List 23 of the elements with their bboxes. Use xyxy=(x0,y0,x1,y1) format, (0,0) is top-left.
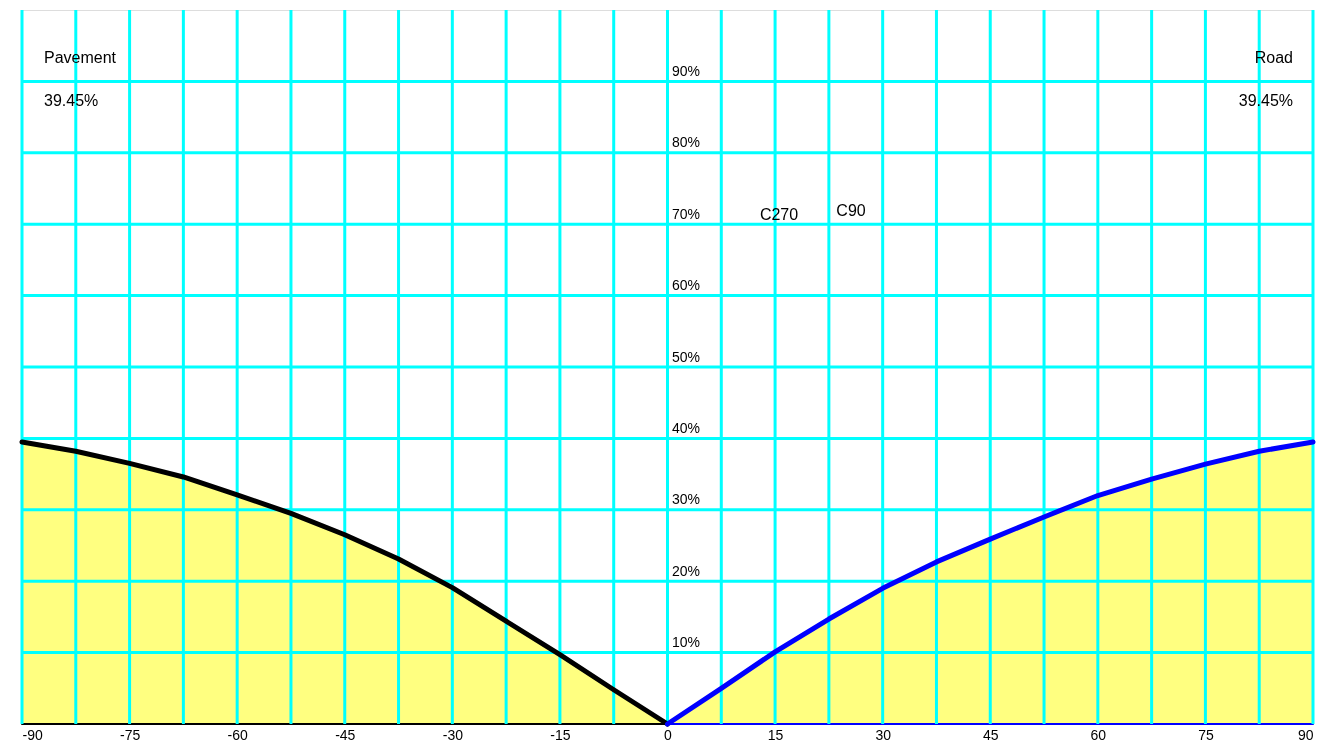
y-tick-label: 10% xyxy=(672,634,701,651)
x-tick-label: -60 xyxy=(227,726,248,743)
x-tick-label: 75 xyxy=(1198,726,1214,743)
annotation: C90 xyxy=(836,202,866,219)
x-tick-label: -90 xyxy=(22,726,43,743)
x-tick-label: 30 xyxy=(875,726,892,743)
y-tick-label: 90% xyxy=(672,62,701,79)
x-tick-label: -75 xyxy=(119,726,141,743)
x-tick-label: 15 xyxy=(767,726,784,743)
x-tick-label: 90 xyxy=(1297,726,1314,743)
y-tick-label: 20% xyxy=(672,562,701,579)
y-tick-label: 30% xyxy=(672,491,701,508)
x-tick-label: 0 xyxy=(664,726,673,743)
y-tick-label: 80% xyxy=(672,134,701,151)
y-tick-label: 50% xyxy=(672,348,701,365)
x-tick-label: -45 xyxy=(335,726,356,743)
x-tick-label: -15 xyxy=(550,726,571,743)
y-tick-label: 60% xyxy=(672,277,701,294)
x-tick-label: 60 xyxy=(1090,726,1107,743)
y-tick-label: 40% xyxy=(672,419,701,436)
x-tick-label: 45 xyxy=(982,726,999,743)
x-tick-label: -30 xyxy=(442,726,464,743)
y-tick-label: 70% xyxy=(672,205,701,222)
